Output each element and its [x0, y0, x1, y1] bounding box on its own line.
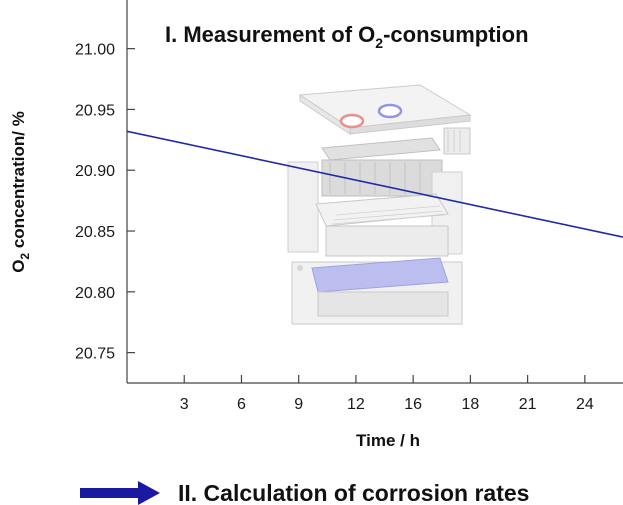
blue-port-icon [377, 103, 403, 119]
x-tick-label: 16 [404, 396, 422, 413]
y-tick-label: 20.85 [75, 224, 115, 241]
red-port-icon [339, 113, 365, 129]
x-axis-title: Time / h [356, 431, 420, 450]
x-tick-label: 12 [347, 396, 365, 413]
x-tick-label: 24 [576, 396, 594, 413]
x-tick-label: 21 [519, 396, 537, 413]
y-tick-label: 21.00 [75, 42, 115, 59]
sample-tray-icon [311, 257, 449, 293]
x-tick-label: 6 [237, 396, 246, 413]
x-tick-label: 3 [180, 396, 189, 413]
footer-arrow-icon [80, 481, 160, 505]
x-tick-label: 18 [461, 396, 479, 413]
o2-concentration-line [126, 130, 623, 238]
y-axis-title: O2 concentration/ % [9, 111, 32, 273]
device-exploded-view-icon [287, 84, 472, 325]
y-tick-label: 20.90 [75, 163, 115, 180]
footer-caption: II. Calculation of corrosion rates [178, 480, 529, 505]
y-tick-label: 20.75 [75, 346, 115, 363]
x-tick-label: 9 [294, 396, 303, 413]
y-tick-label: 20.95 [75, 102, 115, 119]
y-tick-label: 20.80 [75, 285, 115, 302]
chart-title: I. Measurement of O2-consumption [165, 22, 529, 51]
